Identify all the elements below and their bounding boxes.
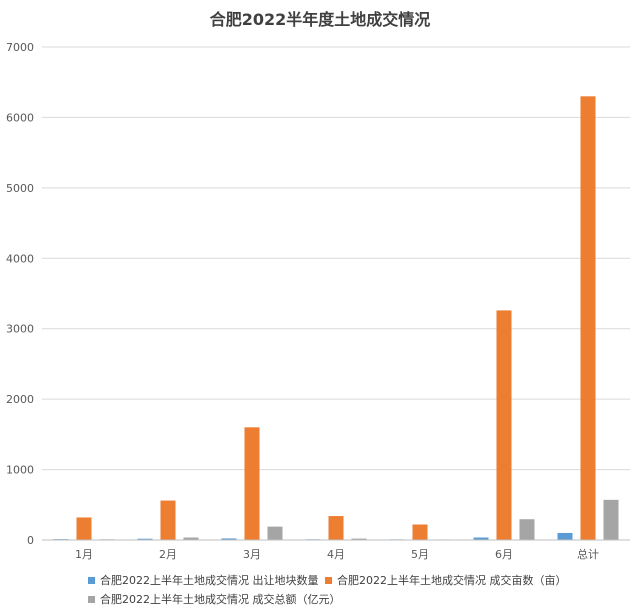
x-tick-label-4: 5月 bbox=[411, 548, 429, 561]
y-tick-label-3000: 3000 bbox=[6, 323, 34, 336]
bar-series2-2 bbox=[267, 526, 283, 540]
bar-series2-6 bbox=[603, 499, 619, 540]
bar-series1-4 bbox=[412, 524, 428, 540]
bar-series0-1 bbox=[137, 538, 153, 540]
y-tick-label-6000: 6000 bbox=[6, 111, 34, 124]
bar-series1-5 bbox=[496, 310, 512, 540]
y-tick-label-7000: 7000 bbox=[6, 41, 34, 54]
x-tick-label-1: 2月 bbox=[159, 548, 177, 561]
bar-series0-6 bbox=[557, 532, 573, 540]
gridlines bbox=[42, 46, 630, 471]
legend-label-land-count: 合肥2022上半年土地成交情况 出让地块数量 bbox=[100, 574, 319, 587]
bar-series1-6 bbox=[580, 96, 596, 541]
y-tick-label-2000: 2000 bbox=[6, 393, 34, 406]
x-tick-label-5: 6月 bbox=[495, 548, 513, 561]
y-tick-label-1000: 1000 bbox=[6, 464, 34, 477]
x-tick-label-6: 总计 bbox=[577, 547, 599, 561]
y-tick-label-4000: 4000 bbox=[6, 252, 34, 265]
legend-item-area: 合肥2022上半年土地成交情况 成交亩数（亩） bbox=[325, 572, 567, 588]
x-tick-label-3: 4月 bbox=[327, 548, 345, 561]
y-axis-tick-labels: 0 1000 2000 3000 4000 5000 6000 7000 bbox=[6, 41, 34, 547]
x-tick-label-2: 3月 bbox=[243, 548, 261, 561]
x-axis-tick-labels: 1月 2月 3月 4月 5月 6月 总计 bbox=[75, 547, 599, 561]
bar-series2-3 bbox=[351, 538, 367, 540]
bar-series1-2 bbox=[244, 427, 260, 540]
bar-series0-5 bbox=[473, 537, 489, 540]
bar-series1-3 bbox=[328, 516, 344, 540]
legend-item-total-amount: 合肥2022上半年土地成交情况 成交总额（亿元） bbox=[88, 591, 341, 607]
legend-label-area: 合肥2022上半年土地成交情况 成交亩数（亩） bbox=[337, 574, 567, 587]
bars bbox=[53, 96, 619, 541]
bar-series2-5 bbox=[519, 519, 535, 540]
legend-swatch-land-count bbox=[88, 576, 95, 584]
legend-label-total-amount: 合肥2022上半年土地成交情况 成交总额（亿元） bbox=[100, 593, 341, 606]
legend-swatch-total-amount bbox=[88, 595, 95, 603]
chart-title: 合肥2022半年度土地成交情况 bbox=[209, 10, 431, 29]
bar-series1-0 bbox=[76, 517, 92, 540]
y-tick-label-5000: 5000 bbox=[6, 182, 34, 195]
legend-swatch-area bbox=[325, 576, 332, 584]
legend-item-land-count: 合肥2022上半年土地成交情况 出让地块数量 bbox=[88, 572, 319, 588]
bar-series0-2 bbox=[221, 538, 237, 540]
bar-series2-1 bbox=[183, 537, 199, 540]
x-tick-label-0: 1月 bbox=[75, 548, 93, 561]
bar-series1-1 bbox=[160, 500, 176, 540]
y-tick-label-0: 0 bbox=[27, 534, 34, 547]
